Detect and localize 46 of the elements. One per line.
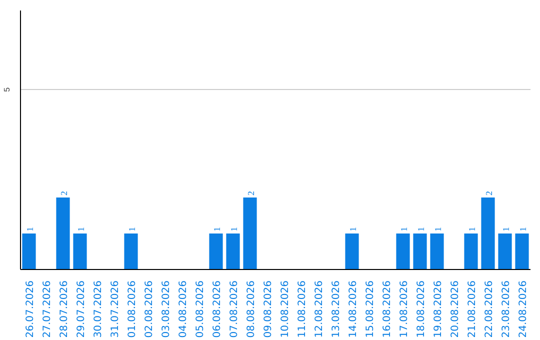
x-tick-label: 10.08.2026 <box>280 280 291 338</box>
x-tick-label: 17.08.2026 <box>399 280 410 338</box>
x-tick-label: 01.08.2026 <box>127 280 138 338</box>
x-tick-label: 16.08.2026 <box>382 280 393 338</box>
data-label: 1 <box>501 227 511 232</box>
data-label: 1 <box>433 227 443 232</box>
x-tick-label: 18.08.2026 <box>416 280 427 338</box>
x-tick-label: 31.07.2026 <box>110 280 121 338</box>
data-label: 1 <box>76 227 86 232</box>
data-label: 1 <box>518 227 528 232</box>
x-tick-label: 24.08.2026 <box>518 280 529 338</box>
x-tick-label: 02.08.2026 <box>144 280 155 338</box>
x-tick-label: 20.08.2026 <box>450 280 461 338</box>
x-tick-label: 03.08.2026 <box>161 280 172 338</box>
data-label: 1 <box>212 227 222 232</box>
x-tick-label: 05.08.2026 <box>195 280 206 338</box>
x-tick-label: 14.08.2026 <box>348 280 359 338</box>
data-label: 1 <box>416 227 426 232</box>
x-tick-label: 29.07.2026 <box>76 280 87 338</box>
x-tick-label: 06.08.2026 <box>212 280 223 338</box>
x-tick-label: 27.07.2026 <box>42 280 53 338</box>
x-tick-label: 09.08.2026 <box>263 280 274 338</box>
y-tick-label: 5 <box>2 86 12 92</box>
x-tick-label: 13.08.2026 <box>331 280 342 338</box>
data-label: 1 <box>399 227 409 232</box>
data-label: 2 <box>484 191 494 196</box>
x-tick-label: 07.08.2026 <box>229 280 240 338</box>
x-tick-label: 23.08.2026 <box>501 280 512 338</box>
data-label: 1 <box>467 227 477 232</box>
data-label: 1 <box>25 227 35 232</box>
x-tick-label: 08.08.2026 <box>246 280 257 338</box>
x-tick-label: 15.08.2026 <box>365 280 376 338</box>
x-tick-label: 19.08.2026 <box>433 280 444 338</box>
x-tick-label: 26.07.2026 <box>25 280 36 338</box>
x-tick-label: 04.08.2026 <box>178 280 189 338</box>
data-label: 2 <box>246 191 256 196</box>
x-tick-label: 30.07.2026 <box>93 280 104 338</box>
data-label: 1 <box>127 227 137 232</box>
x-tick-label: 22.08.2026 <box>484 280 495 338</box>
data-label: 2 <box>59 191 69 196</box>
x-tick-label: 28.07.2026 <box>59 280 70 338</box>
x-tick-label: 12.08.2026 <box>314 280 325 338</box>
data-label: 1 <box>348 227 358 232</box>
data-label: 1 <box>229 227 239 232</box>
x-tick-label: 11.08.2026 <box>297 280 308 338</box>
x-tick-label: 21.08.2026 <box>467 280 478 338</box>
